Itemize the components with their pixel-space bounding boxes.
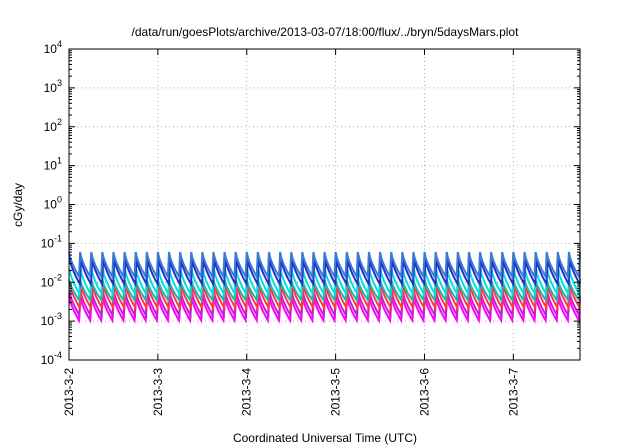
y-tick-exponent: -4 bbox=[54, 350, 62, 360]
y-tick-base: 10 bbox=[44, 198, 58, 212]
y-tick-label: 104 bbox=[44, 39, 62, 56]
y-tick-exponent: 2 bbox=[57, 117, 62, 127]
y-tick-exponent: 4 bbox=[57, 39, 62, 49]
series-group bbox=[68, 251, 581, 324]
y-tick-label: 100 bbox=[44, 195, 62, 212]
y-tick-label: 10-3 bbox=[41, 311, 62, 328]
x-tick-label: 2013-3-6 bbox=[417, 368, 431, 416]
y-tick-base: 10 bbox=[41, 236, 55, 250]
x-tick-label: 2013-3-7 bbox=[506, 368, 520, 416]
y-tick-base: 10 bbox=[41, 275, 55, 289]
x-tick-label: 2013-3-3 bbox=[151, 368, 165, 416]
x-tick-label: 2013-3-5 bbox=[329, 368, 343, 416]
y-tick-exponent: -1 bbox=[54, 233, 62, 243]
y-tick-label: 10-4 bbox=[41, 350, 62, 367]
y-tick-base: 10 bbox=[44, 81, 58, 95]
y-tick-base: 10 bbox=[41, 314, 55, 328]
y-tick-base: 10 bbox=[44, 42, 58, 56]
y-tick-label: 103 bbox=[44, 78, 62, 95]
y-tick-base: 10 bbox=[41, 353, 55, 367]
y-tick-exponent: -2 bbox=[54, 272, 62, 282]
y-tick-exponent: 0 bbox=[57, 195, 62, 205]
series-line bbox=[68, 251, 581, 281]
x-axis: 2013-3-2 2013-3-3 2013-3-4 2013-3-5 2013-3-6… bbox=[62, 49, 520, 416]
x-tick-label: 2013-3-2 bbox=[62, 368, 76, 416]
y-tick-label: 10-2 bbox=[41, 272, 62, 289]
series-line bbox=[68, 258, 581, 288]
series-line bbox=[68, 283, 581, 312]
y-tick-label: 10-1 bbox=[41, 233, 62, 250]
y-tick-base: 10 bbox=[44, 120, 58, 134]
x-axis-label: Coordinated Universal Time (UTC) bbox=[233, 431, 417, 445]
y-tick-base: 10 bbox=[44, 159, 58, 173]
y-tick-exponent: 3 bbox=[57, 78, 62, 88]
x-tick-label: 2013-3-4 bbox=[240, 368, 254, 416]
y-axis-label: cGy/day bbox=[11, 183, 25, 227]
chart-title: /data/run/goesPlots/archive/2013-03-07/1… bbox=[132, 25, 520, 39]
y-tick-label: 101 bbox=[44, 156, 62, 173]
y-tick-exponent: -3 bbox=[54, 311, 62, 321]
y-tick-exponent: 1 bbox=[57, 156, 62, 166]
y-tick-label: 102 bbox=[44, 117, 62, 134]
